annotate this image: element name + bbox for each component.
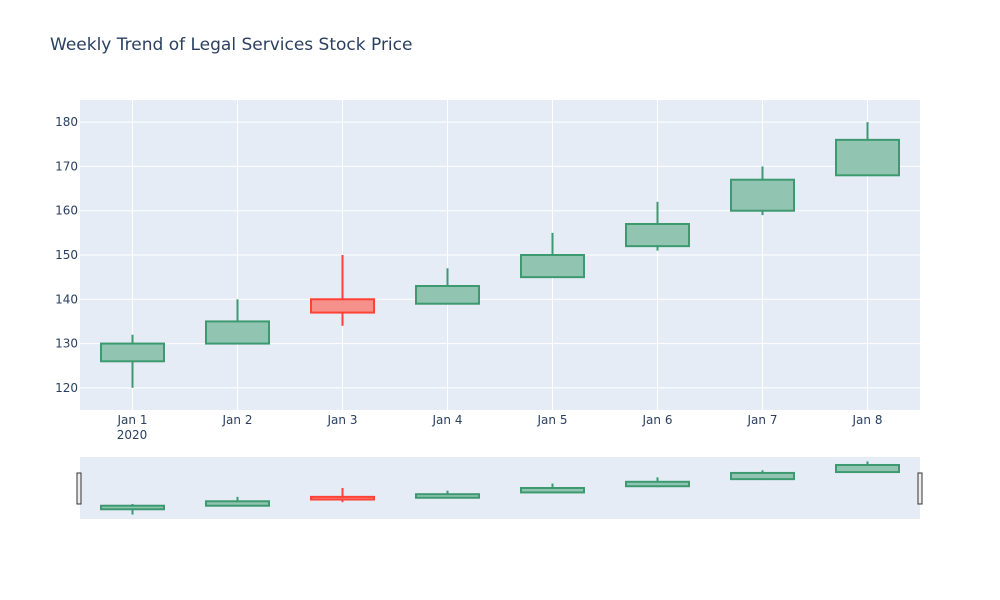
slider-candle-body xyxy=(205,500,270,507)
y-tick-label: 140 xyxy=(55,292,78,306)
x-tick-label: Jan 1 xyxy=(117,413,148,427)
y-tick-label: 180 xyxy=(55,115,78,129)
slider-candle-body xyxy=(520,487,585,494)
candle-body xyxy=(520,254,585,279)
slider-candle-body xyxy=(730,471,795,481)
x-tick-label: Jan 8 xyxy=(852,413,883,427)
slider-candle xyxy=(310,488,375,503)
y-tick-label: 170 xyxy=(55,159,78,173)
range-slider-right-handle[interactable] xyxy=(917,472,923,505)
x-axis-year-label: 2020 xyxy=(117,428,148,442)
y-tick-label: 120 xyxy=(55,381,78,395)
slider-candle-body xyxy=(835,463,900,474)
candle xyxy=(100,334,165,388)
x-tick-label: Jan 4 xyxy=(432,413,463,427)
slider-candle xyxy=(205,496,270,507)
chart-title: Weekly Trend of Legal Services Stock Pri… xyxy=(50,35,412,55)
x-tick-label: Jan 2 xyxy=(222,413,253,427)
slider-candle xyxy=(625,477,690,488)
slider-candle xyxy=(415,490,480,499)
y-tick-label: 160 xyxy=(55,204,78,218)
range-slider-candles xyxy=(100,461,900,515)
range-slider-left-handle[interactable] xyxy=(76,472,82,505)
candle xyxy=(310,255,375,326)
range-slider[interactable] xyxy=(80,457,920,519)
candle xyxy=(205,299,270,345)
x-tick-label: Jan 7 xyxy=(747,413,778,427)
slider-candle xyxy=(520,483,585,494)
x-tick-label: Jan 3 xyxy=(327,413,358,427)
slider-candle-body xyxy=(310,495,375,501)
candle xyxy=(520,232,585,279)
slider-candle-body xyxy=(415,493,480,499)
candle xyxy=(730,166,795,216)
slider-candle-body xyxy=(100,504,165,511)
candle xyxy=(835,122,900,177)
candle-body xyxy=(310,298,375,314)
x-tick-label: Jan 5 xyxy=(537,413,568,427)
slider-candle xyxy=(100,503,165,515)
candles xyxy=(100,122,900,388)
candle xyxy=(415,268,480,305)
candle-body xyxy=(625,223,690,248)
candle-body xyxy=(205,320,270,345)
candle-body xyxy=(835,138,900,177)
candle-body xyxy=(730,178,795,212)
y-tick-label: 130 xyxy=(55,337,78,351)
slider-candle xyxy=(835,461,900,474)
slider-candle-body xyxy=(625,480,690,488)
slider-candle xyxy=(730,470,795,481)
x-axis-ticks: Jan 1 Jan 2 Jan 3 Jan 4 Jan 5 Jan 6 Jan 7 Jan 8 xyxy=(117,413,883,427)
candle-body xyxy=(415,285,480,305)
candle-body xyxy=(100,342,165,363)
x-tick-label: Jan 6 xyxy=(642,413,673,427)
y-axis-ticks: 120 130 140 150 160 170 180 xyxy=(55,115,78,395)
y-tick-label: 150 xyxy=(55,248,78,262)
candle xyxy=(625,201,690,251)
